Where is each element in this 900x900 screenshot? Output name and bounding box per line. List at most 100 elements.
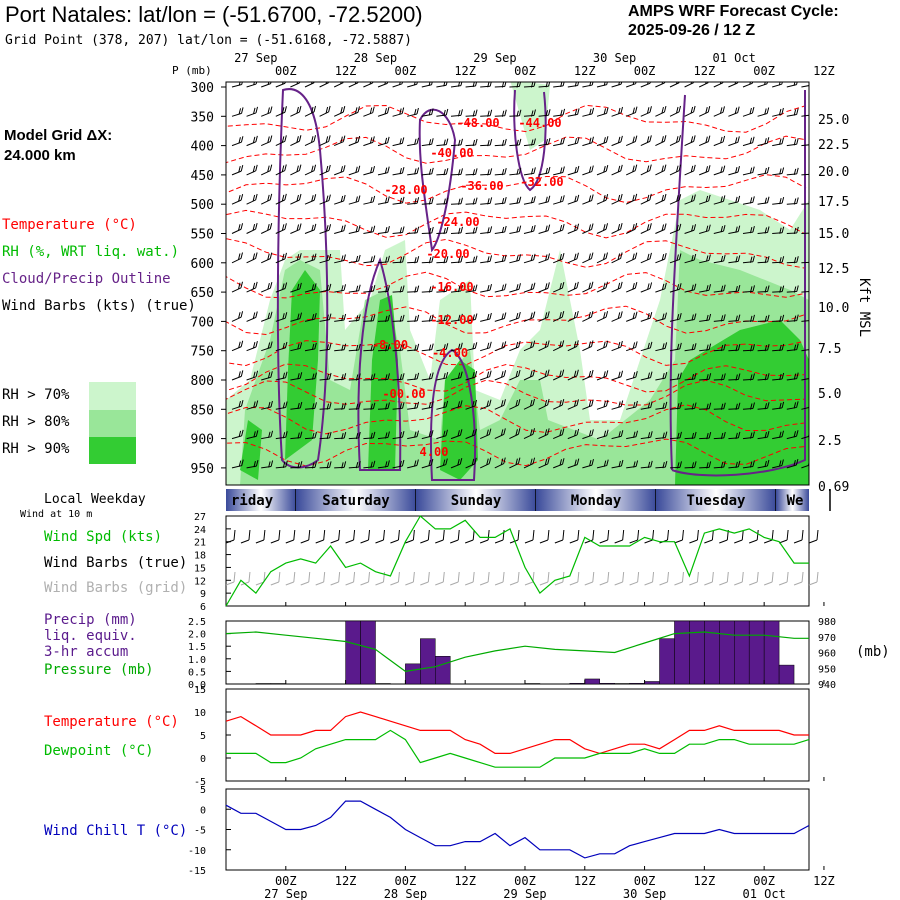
wind-barb-flag [574,109,578,116]
wind-barb [757,107,770,117]
wind-barb-staff [567,287,578,293]
wind-barb-flag [443,315,446,322]
wind-barb-flag [340,225,344,232]
wind-barb-flag [547,369,550,376]
wind-barb-flag [649,135,652,142]
wind-barb [465,399,478,410]
wind-barb-flag [297,373,300,380]
wind-barb-flag [253,460,256,468]
wind-barb-flag [311,195,314,202]
wind-barb-flag [764,256,768,264]
wind-barb [509,311,521,322]
wind-barb-staff [626,465,637,469]
wind-barb-flag [314,313,317,320]
wind-barb-staff [407,173,418,176]
wind-barb-staff [699,259,710,264]
wind-barb-flag [547,457,550,465]
wind-barb [334,254,346,264]
wind-barb-flag [416,137,420,144]
wind-barb-flag [270,311,273,318]
wind-barb-flag [460,284,463,292]
wind-barb-flag [372,460,376,467]
grid-wind-barb [599,581,608,586]
wind-barb [436,226,449,235]
pressure-tick: 800 [191,374,214,389]
wind-barb-flag [500,429,504,436]
wind-barb-flag [646,194,650,201]
wind-barb [567,281,579,293]
cloud-outline-1 [357,257,402,471]
wind-barb-staff [772,436,783,440]
wind-barb-staff [261,376,271,381]
pressure-tick: 350 [191,110,214,125]
wind-barb [640,252,652,264]
surface-wind-barb-flag [368,529,371,541]
wind-barb-staff [509,115,520,117]
surface-wind-barb-flag [786,529,789,541]
wind-barb-staff [728,320,739,322]
grid-wind-barb [405,581,414,586]
wind-barb-staff [319,466,330,469]
wind-barb-staff [231,465,242,469]
wind-barb-flag [269,135,273,142]
wind-barb-flag [416,167,420,174]
wind-barb-flag [649,341,653,349]
wind-barb-flag [414,373,417,381]
wind-barb [319,343,332,352]
wind-barb-flag [720,315,724,322]
wind-barb-flag [296,283,300,291]
wind-barb-flag [795,458,799,466]
wind-barb [319,283,332,293]
grid-wind-barb-flag [353,571,356,583]
wind-barb-staff [626,83,636,88]
surface-wind-barb-flag [547,529,550,541]
wind-barb-staff [407,436,418,440]
wind-barb-staff [655,377,666,381]
wind-barb-staff [275,466,286,469]
wind-barb-staff [407,202,418,205]
wind-barb-flag [722,195,726,202]
wind-barb-flag [414,344,417,352]
wind-barb [640,371,653,381]
cloud-outline-0 [276,88,329,469]
wind-barb-flag [620,223,623,230]
wind-barb-staff [757,465,768,469]
wind-barb [757,255,770,264]
wind-barb-flag [605,370,609,377]
weekday-label: Tuesday [686,493,746,509]
wind-barb-staff [713,171,724,176]
wind-barb-staff [538,230,549,234]
wind-barb [699,254,711,264]
wind-barb-flag [664,461,668,468]
surface-wind-barb [450,539,459,544]
bottom-hour-label: 00Z [395,874,417,888]
wind-barb [640,431,653,440]
wind-barb-flag [588,224,592,231]
wind-barb [260,164,273,176]
wind-barb-flag [270,371,273,378]
wind-barb [377,136,390,147]
wind-barb-staff [231,435,242,440]
wind-barb-flag [311,373,315,380]
wind-barb [333,105,346,117]
wind-barb-flag [516,226,519,233]
surface-wind-barb-flag [756,529,759,541]
wind-barb-staff [319,170,329,176]
weekday-band-segment [226,489,296,511]
wind-barb-staff [757,378,768,381]
wind-barb-staff [786,406,797,410]
wind-barb-flag [299,461,303,468]
grid-wind-barb [778,581,788,586]
wind-barb-flag [749,403,753,410]
wind-barb-staff [640,317,651,322]
wind-barb-flag [634,193,638,200]
wind-barb [713,402,726,410]
wind-barb-flag [603,195,606,202]
wind-barb-flag [281,194,285,202]
wind-barb-flag [314,402,317,409]
wind-barb [231,340,244,352]
surface-wind-barb-flag [667,529,670,541]
wind-barb [407,197,420,205]
wind-barb [319,82,330,88]
wind-barb [640,460,653,469]
